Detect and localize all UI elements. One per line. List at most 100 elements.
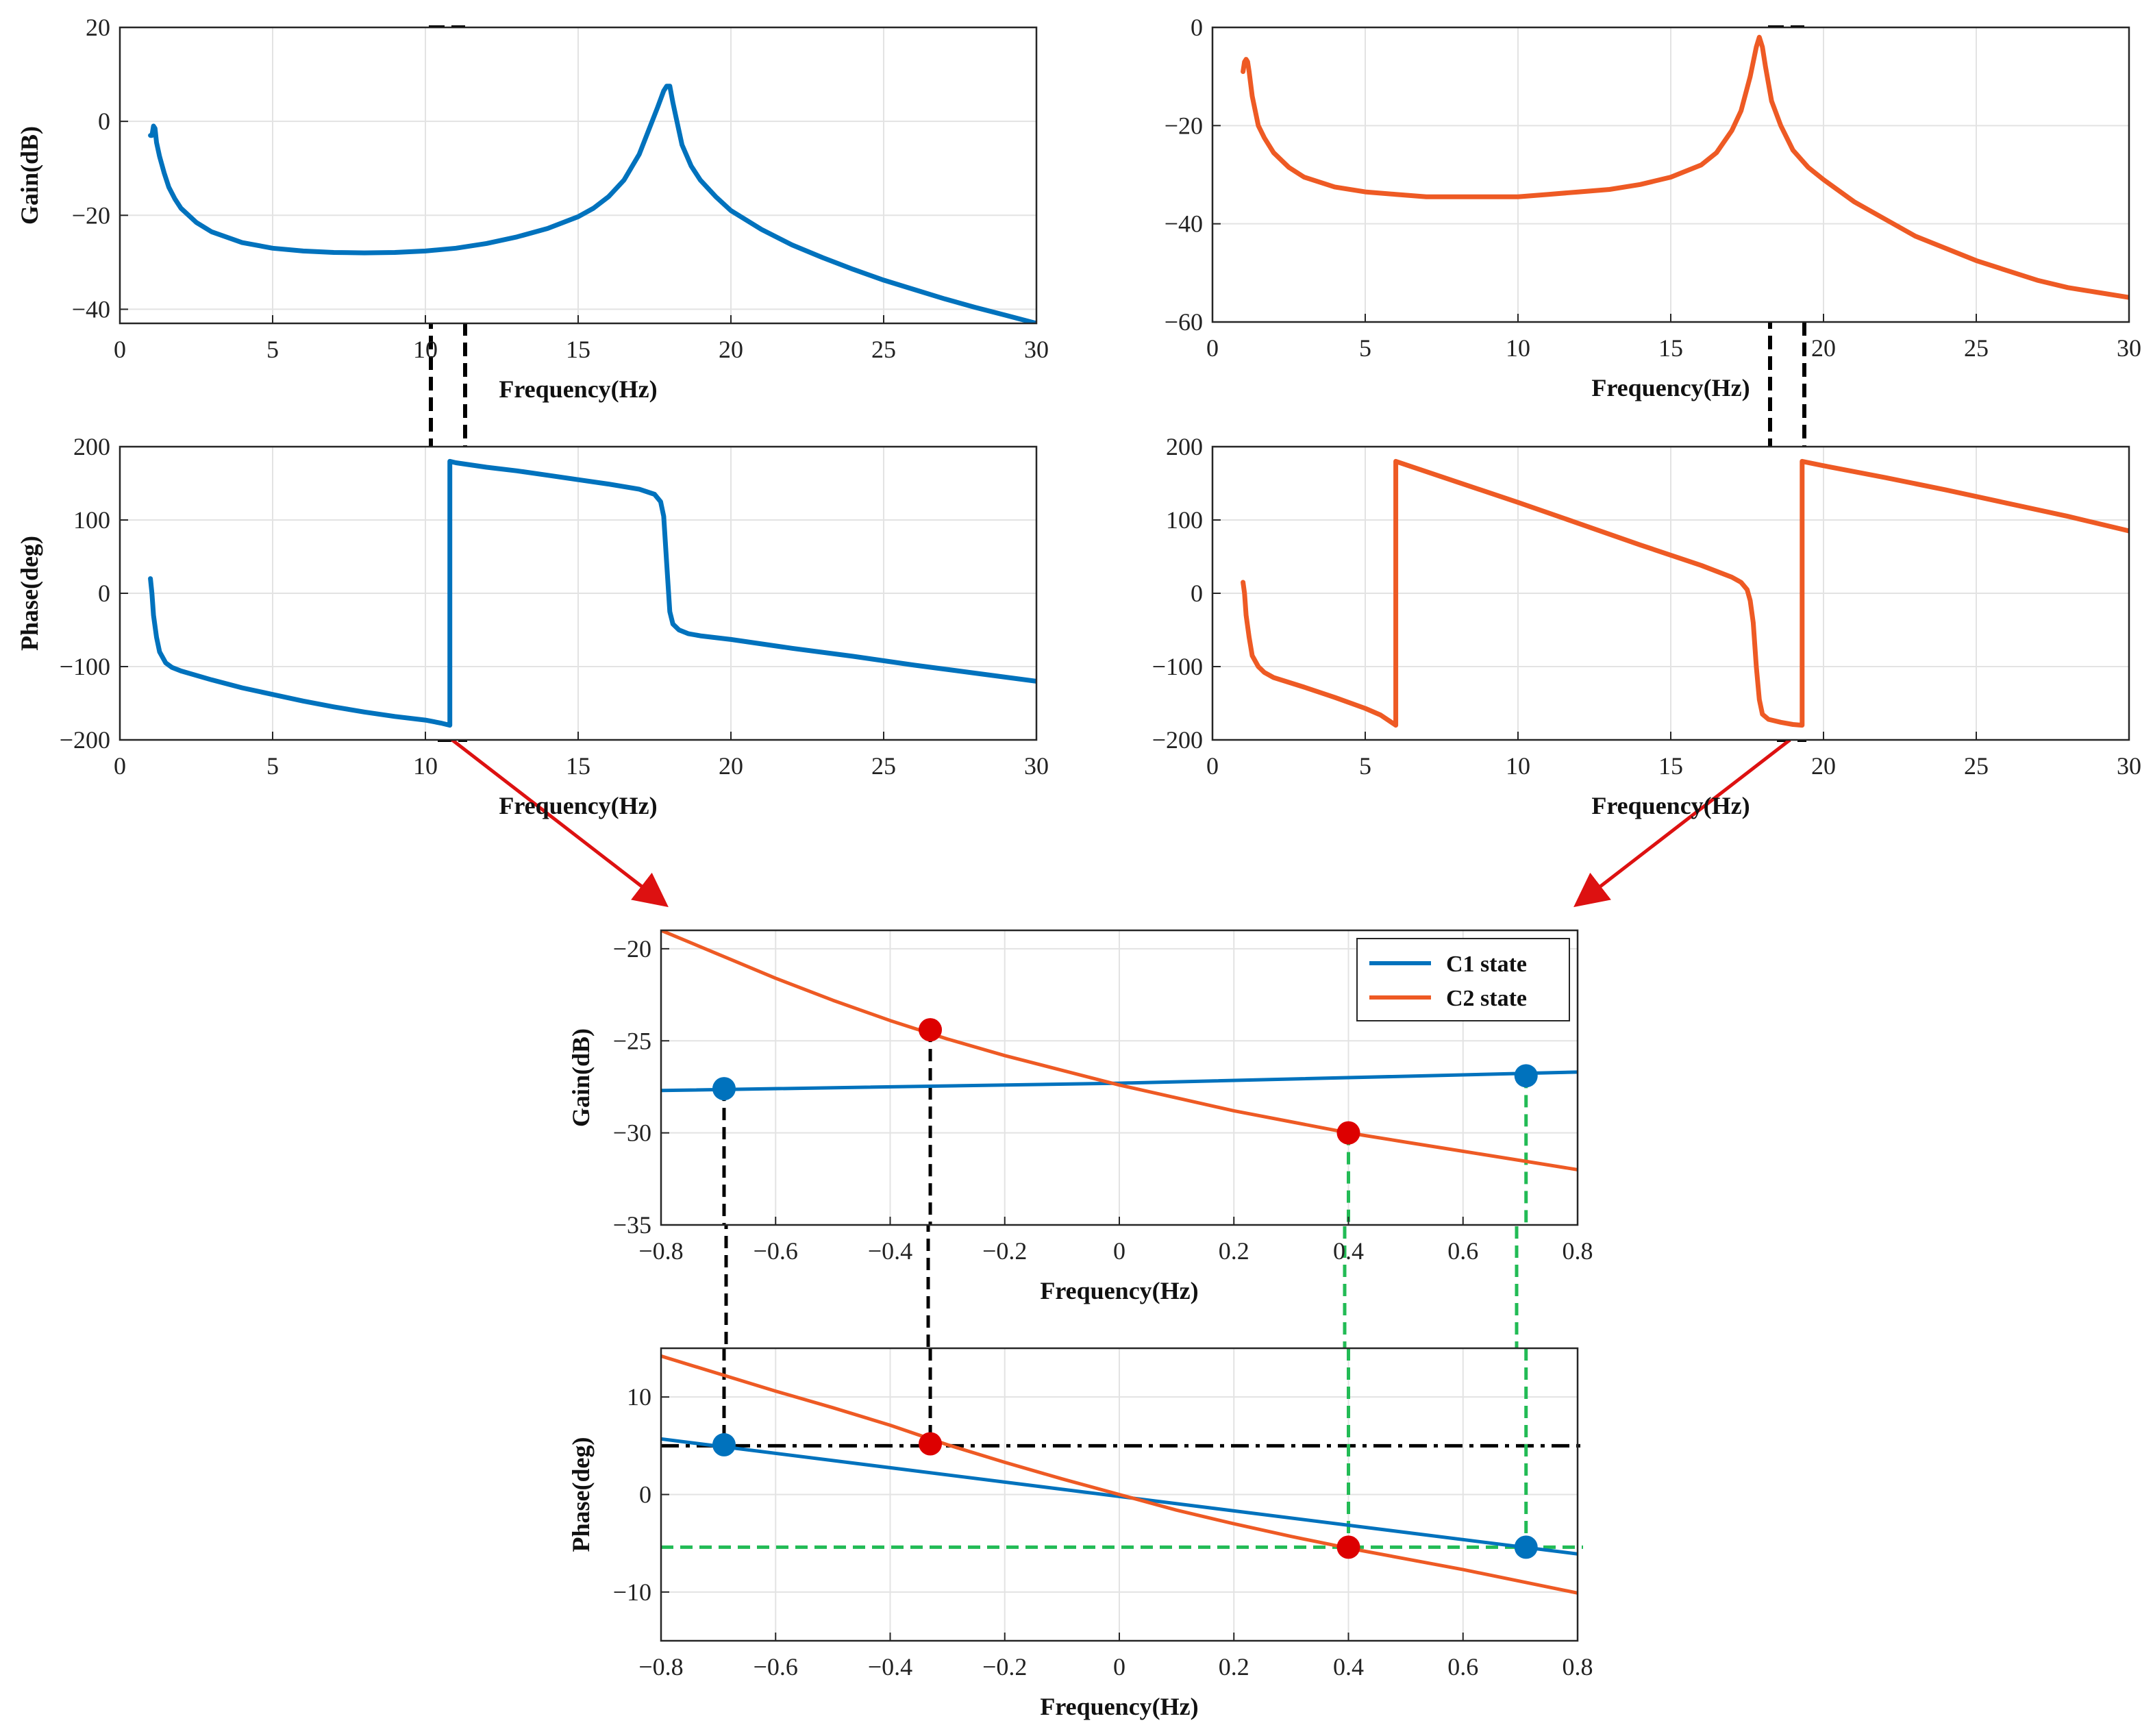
chart-c1-phase: 0 5 10 15 20 25 30 −200 −100 0 100 200 Frequency(Hz)… xyxy=(16,433,1049,819)
x-tick-label: −0.8 xyxy=(638,1237,683,1265)
chart-zoom-phase: −0.8 −0.6 −0.4 −0.2 0 0.2 0.4 0.6 0.8 −10 0 10 Frequ… xyxy=(567,1347,1593,1720)
chart-c2-gain: 0 5 10 15 20 25 30 −60 −40 −20 0 Frequency(Hz) xyxy=(1165,14,2141,401)
y-tick-label: −200 xyxy=(60,726,110,754)
x-tick-label: 15 xyxy=(566,336,590,363)
x-tick-label: 0.8 xyxy=(1563,1237,1593,1265)
y-tick-label: 0 xyxy=(1191,14,1203,41)
data-point-marker xyxy=(919,1432,943,1456)
x-tick-label: 15 xyxy=(566,752,590,780)
series-line-c1-state xyxy=(661,1437,1578,1556)
x-tick-label: 0.8 xyxy=(1563,1653,1593,1681)
y-tick-label: 10 xyxy=(627,1383,651,1411)
x-tick-label: 30 xyxy=(1024,752,1049,780)
x-tick-label: 0 xyxy=(1113,1237,1125,1265)
x-tick-label: −0.6 xyxy=(754,1653,798,1681)
x-tick-label: 20 xyxy=(1811,752,1836,780)
x-tick-label: 0 xyxy=(1113,1653,1125,1681)
x-axis-label: Frequency(Hz) xyxy=(499,375,657,403)
x-axis-label: Frequency(Hz) xyxy=(499,792,657,819)
x-tick-label: 5 xyxy=(266,752,279,780)
x-tick-label: 25 xyxy=(871,336,896,363)
x-tick-label: 10 xyxy=(413,336,438,363)
x-tick-label: 30 xyxy=(2117,334,2141,362)
x-tick-label: 0 xyxy=(114,752,126,780)
data-point-marker xyxy=(712,1433,736,1456)
y-tick-label: −40 xyxy=(72,295,110,323)
x-tick-label: −0.2 xyxy=(982,1653,1027,1681)
y-tick-label: 100 xyxy=(1166,506,1203,534)
arrow-c1-to-zoom xyxy=(451,739,669,908)
y-tick-label: 200 xyxy=(73,433,110,460)
data-point-marker xyxy=(712,1077,736,1101)
data-point-marker xyxy=(1514,1535,1538,1559)
x-tick-label: −0.8 xyxy=(638,1653,683,1681)
x-tick-label: 20 xyxy=(719,752,743,780)
chart-c1-gain: 0 5 10 15 20 25 30 −40 −20 0 20 Frequency(Hz) Gain(d… xyxy=(16,14,1049,403)
legend-box xyxy=(1356,938,1570,1021)
y-tick-label: −30 xyxy=(613,1119,651,1147)
data-point-marker xyxy=(1336,1535,1360,1559)
x-tick-label: 0 xyxy=(1206,752,1219,780)
series-line-c1-state xyxy=(148,84,1036,323)
series-line-c2-state xyxy=(1241,34,2129,300)
x-tick-label: 0.4 xyxy=(1333,1653,1364,1681)
x-axis-label: Frequency(Hz) xyxy=(1591,374,1750,401)
x-tick-label: 0 xyxy=(114,336,126,363)
x-tick-label: 0.4 xyxy=(1333,1237,1364,1265)
x-tick-label: 0.6 xyxy=(1447,1237,1478,1265)
y-tick-label: −60 xyxy=(1165,308,1203,336)
x-tick-label: 10 xyxy=(1506,334,1530,362)
y-tick-label: 200 xyxy=(1166,433,1203,460)
y-tick-label: 100 xyxy=(73,506,110,534)
x-axis-label: Frequency(Hz) xyxy=(1040,1277,1198,1304)
y-tick-label: −100 xyxy=(1152,653,1203,680)
y-tick-label: −35 xyxy=(613,1211,651,1239)
x-tick-label: 15 xyxy=(1658,752,1683,780)
y-axis-label: Phase(deg) xyxy=(567,1437,595,1552)
y-tick-label: −40 xyxy=(1165,210,1203,238)
x-tick-label: 0.6 xyxy=(1447,1653,1478,1681)
x-tick-label: 25 xyxy=(1964,334,1989,362)
series-line-c1-state xyxy=(661,1070,1578,1093)
x-tick-label: 5 xyxy=(1359,334,1371,362)
y-axis-label: Phase(deg) xyxy=(16,536,43,651)
x-axis-label: Frequency(Hz) xyxy=(1040,1693,1198,1720)
x-tick-label: −0.2 xyxy=(982,1237,1027,1265)
legend-label: C2 state xyxy=(1446,986,1527,1011)
x-tick-label: 25 xyxy=(1964,752,1989,780)
x-tick-label: 30 xyxy=(1024,336,1049,363)
data-point-marker xyxy=(1514,1064,1538,1088)
y-tick-label: 0 xyxy=(98,108,110,135)
series-line-c2-state xyxy=(1241,458,2129,728)
y-axis-label: Gain(dB) xyxy=(567,1028,595,1127)
series-line-c2-state xyxy=(661,1354,1578,1595)
y-tick-label: 0 xyxy=(639,1481,651,1509)
x-tick-label: 0.2 xyxy=(1219,1237,1249,1265)
y-tick-label: −200 xyxy=(1152,726,1203,754)
y-tick-label: −100 xyxy=(60,653,110,680)
y-tick-label: 0 xyxy=(98,580,110,607)
data-point-marker xyxy=(1336,1121,1360,1145)
series-line-c1-state xyxy=(148,458,1036,728)
legend-label: C1 state xyxy=(1446,952,1527,977)
x-tick-label: 30 xyxy=(2117,752,2141,780)
x-tick-label: 0 xyxy=(1206,334,1219,362)
x-tick-label: 5 xyxy=(1359,752,1371,780)
arrow-c2-to-zoom xyxy=(1573,739,1791,908)
y-tick-label: −10 xyxy=(613,1578,651,1606)
y-tick-label: −25 xyxy=(613,1027,651,1054)
x-tick-label: 25 xyxy=(871,752,896,780)
x-tick-label: −0.6 xyxy=(754,1237,798,1265)
x-tick-label: −0.4 xyxy=(868,1653,912,1681)
y-tick-label: 0 xyxy=(1191,580,1203,607)
x-tick-label: 10 xyxy=(413,752,438,780)
x-axis-label: Frequency(Hz) xyxy=(1591,792,1750,819)
x-tick-label: 0.2 xyxy=(1219,1653,1249,1681)
x-tick-label: −0.4 xyxy=(868,1237,912,1265)
x-tick-label: 5 xyxy=(266,336,279,363)
chart-zoom-gain: −0.8 −0.6 −0.4 −0.2 0 0.2 0.4 0.6 0.8 −35 −30 −25 −2… xyxy=(567,929,1593,1304)
y-tick-label: −20 xyxy=(1165,112,1203,139)
x-tick-label: 20 xyxy=(1811,334,1836,362)
y-tick-label: −20 xyxy=(613,935,651,963)
y-axis-label: Gain(dB) xyxy=(16,126,43,225)
